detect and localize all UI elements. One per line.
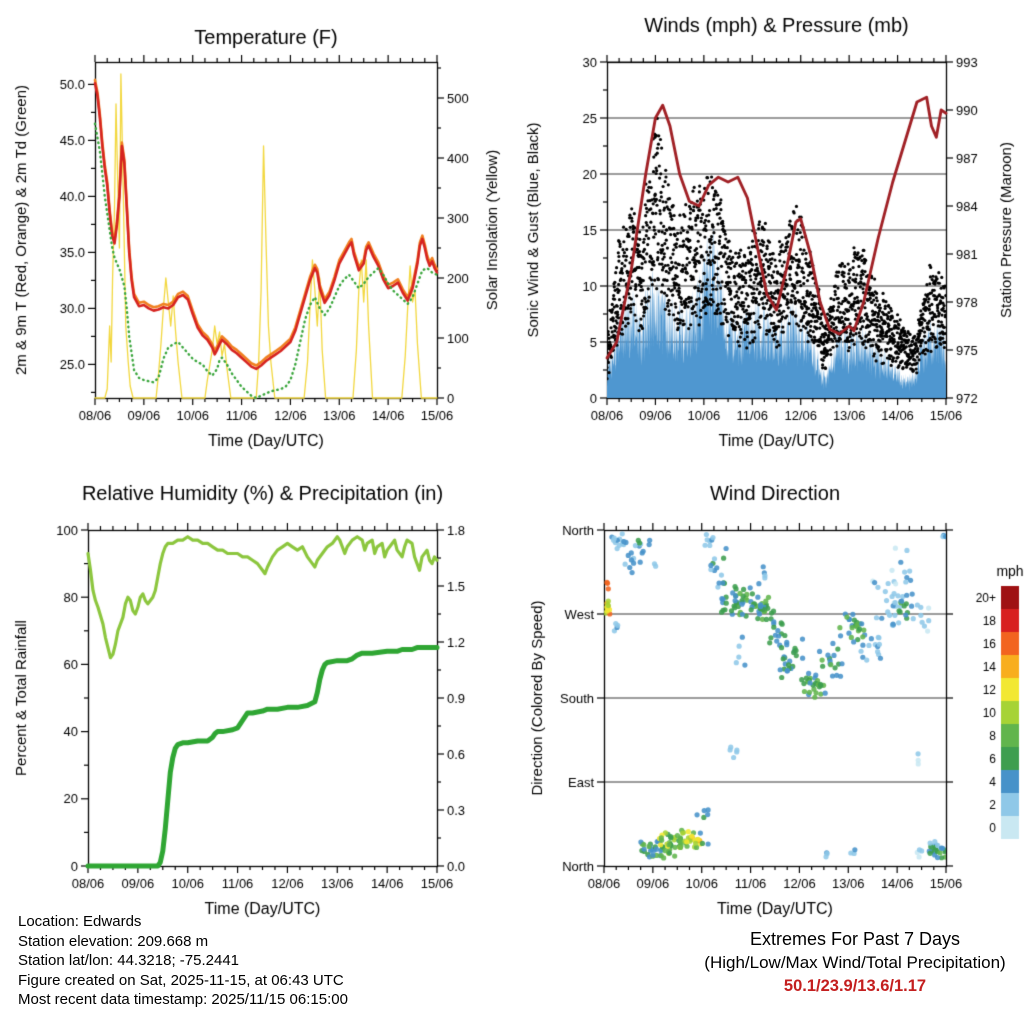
wind-direction-chart	[512, 470, 1024, 940]
meta-latlon: Station lat/lon: 44.3218; -75.2441	[18, 952, 240, 969]
humidity-precipitation-chart	[0, 470, 512, 940]
extremes-subtitle: (High/Low/Max Wind/Total Precipitation)	[704, 953, 1006, 972]
extremes-summary: Extremes For Past 7 Days (High/Low/Max W…	[650, 928, 1024, 998]
meta-created: Figure created on Sat, 2025-11-15, at 06…	[18, 971, 344, 989]
extremes-values: 50.1/23.9/13.6/1.17	[783, 977, 927, 995]
station-metadata: Location: Edwards Station elevation: 209…	[18, 912, 348, 1010]
meta-timestamp: Most recent data timestamp: 2025/11/15 0…	[18, 991, 348, 1008]
winds-pressure-chart	[512, 0, 1024, 470]
meta-elevation: Station elevation: 209.668 m	[18, 932, 209, 950]
extremes-title: Extremes For Past 7 Days	[749, 929, 961, 949]
temperature-chart	[0, 0, 512, 470]
meta-location: Location: Edwards	[18, 913, 142, 930]
